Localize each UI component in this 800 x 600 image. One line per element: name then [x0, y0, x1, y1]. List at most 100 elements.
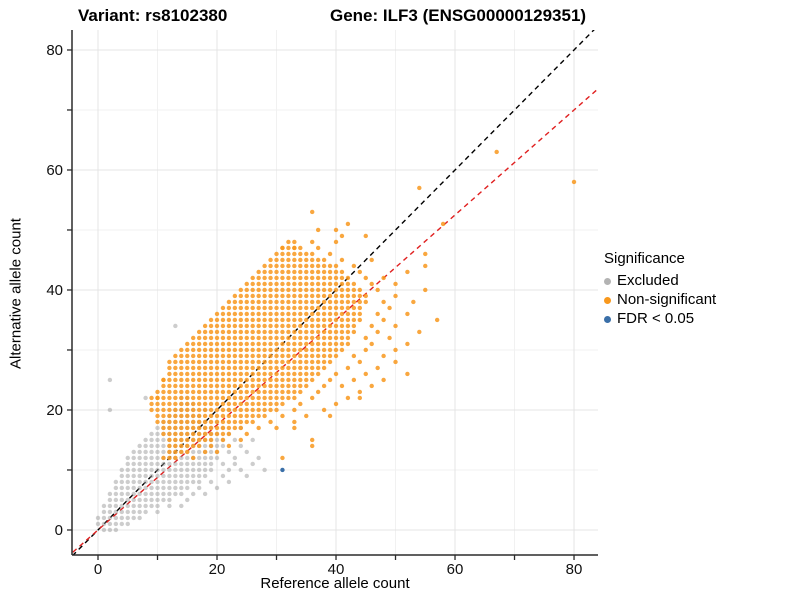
data-point	[417, 329, 422, 335]
data-point	[292, 275, 297, 281]
data-point	[304, 299, 309, 305]
data-point	[167, 449, 172, 455]
data-point	[256, 323, 261, 329]
data-point	[137, 455, 142, 461]
data-point	[196, 395, 202, 401]
data-point	[274, 323, 279, 329]
data-point	[226, 299, 232, 305]
non-significant-dot-icon	[604, 296, 611, 304]
data-point	[280, 311, 285, 317]
data-point	[226, 425, 232, 431]
data-point	[262, 395, 267, 401]
data-point	[304, 305, 309, 311]
data-point	[298, 275, 303, 281]
data-point	[125, 485, 130, 491]
data-point	[185, 401, 190, 407]
data-point	[292, 395, 297, 401]
data-point	[256, 365, 261, 371]
legend: Significance Excluded Non-significant FD…	[604, 250, 716, 329]
data-point	[125, 503, 130, 509]
data-point	[292, 305, 297, 311]
data-point	[262, 329, 267, 335]
data-point	[244, 353, 249, 359]
data-point	[191, 425, 196, 431]
data-point	[131, 473, 136, 479]
data-point	[315, 275, 321, 281]
data-point	[238, 389, 244, 395]
data-point	[179, 503, 184, 509]
data-point	[238, 299, 244, 305]
data-point	[310, 305, 315, 311]
data-point	[304, 275, 309, 281]
data-point	[298, 311, 303, 317]
data-point	[339, 341, 345, 347]
data-point	[173, 425, 178, 431]
data-point	[232, 395, 238, 401]
data-point	[244, 419, 249, 425]
data-point	[333, 269, 339, 275]
data-point	[304, 311, 309, 317]
data-point	[250, 311, 255, 317]
data-point	[286, 245, 291, 251]
data-point	[280, 287, 285, 293]
legend-item-excluded: Excluded	[604, 272, 716, 290]
data-point	[214, 323, 220, 329]
data-point	[191, 467, 196, 473]
data-point	[220, 311, 226, 317]
data-point	[304, 341, 309, 347]
data-point	[262, 389, 267, 395]
data-point	[232, 311, 238, 317]
data-point	[208, 449, 214, 455]
data-point	[333, 341, 339, 347]
data-point	[244, 377, 249, 383]
data-point	[274, 287, 279, 293]
data-point	[315, 341, 321, 347]
data-point	[155, 401, 160, 407]
data-point	[298, 389, 303, 395]
data-point	[268, 329, 273, 335]
data-point	[333, 335, 339, 341]
data-point	[191, 407, 196, 413]
data-point	[244, 287, 249, 293]
data-point	[149, 467, 154, 473]
data-point	[310, 281, 315, 287]
data-point	[143, 449, 148, 455]
plot-title-variant: Variant: rs8102380	[78, 6, 228, 25]
data-point	[185, 455, 190, 461]
data-point	[220, 383, 226, 389]
data-point	[196, 359, 202, 365]
data-point	[280, 317, 285, 323]
data-point	[333, 323, 339, 329]
data-point	[315, 269, 321, 275]
data-point	[137, 449, 142, 455]
data-point	[310, 257, 315, 263]
data-point	[226, 341, 232, 347]
data-point	[405, 311, 410, 317]
data-point	[262, 413, 267, 419]
data-point	[202, 419, 208, 425]
data-point	[173, 473, 178, 479]
data-point	[357, 287, 363, 293]
data-point	[274, 275, 279, 281]
data-point	[232, 389, 238, 395]
data-point	[369, 383, 374, 389]
data-point	[167, 395, 172, 401]
data-point	[351, 311, 357, 317]
data-point	[333, 281, 339, 287]
data-point	[411, 299, 416, 305]
data-point	[310, 323, 315, 329]
data-point	[101, 503, 107, 509]
data-point	[226, 395, 232, 401]
data-point	[167, 389, 172, 395]
data-point	[125, 455, 130, 461]
data-point	[333, 353, 339, 359]
data-point	[220, 317, 226, 323]
data-point	[137, 443, 142, 449]
data-point	[256, 389, 261, 395]
data-point	[393, 347, 398, 353]
data-point	[327, 323, 333, 329]
data-point	[167, 491, 172, 497]
data-point	[339, 317, 345, 323]
data-point	[208, 317, 214, 323]
data-point	[208, 413, 214, 419]
